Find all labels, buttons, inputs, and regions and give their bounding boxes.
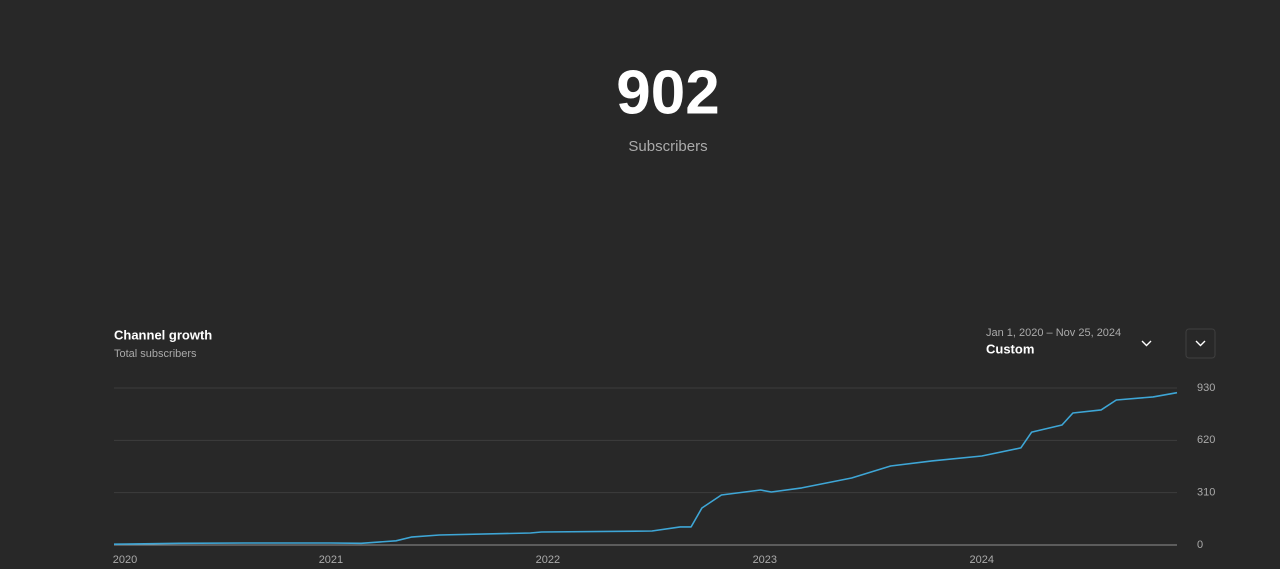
y-tick-label: 930	[1197, 382, 1215, 394]
chevron	[1141, 340, 1152, 347]
y-tick-label: 310	[1197, 487, 1215, 499]
x-tick-label: 2023	[753, 554, 777, 566]
menu-button[interactable]	[1185, 328, 1216, 359]
chevron	[1195, 340, 1206, 347]
x-tick-label: 2021	[319, 554, 343, 566]
date-range: Jan 1, 2020 – Nov 25, 2024	[986, 327, 1121, 339]
y-tick-label: 620	[1197, 434, 1215, 446]
button-frame	[1185, 328, 1216, 359]
y-tick-label: 0	[1197, 539, 1203, 551]
subscriber-label: Subscribers	[628, 138, 707, 155]
date-picker[interactable]: Jan 1, 2020 – Nov 25, 2024 Custom	[986, 327, 1152, 357]
card-subtitle: Total subscribers	[114, 348, 197, 360]
range-name: Custom	[986, 341, 1034, 356]
x-tick-label: 2020	[113, 554, 137, 566]
growth-line	[113, 391, 1178, 545]
card-title: Channel growth	[114, 327, 212, 342]
x-tick-label: 2022	[536, 554, 560, 566]
x-tick-label: 2024	[970, 554, 994, 566]
subscriber-count: 902	[616, 58, 719, 127]
